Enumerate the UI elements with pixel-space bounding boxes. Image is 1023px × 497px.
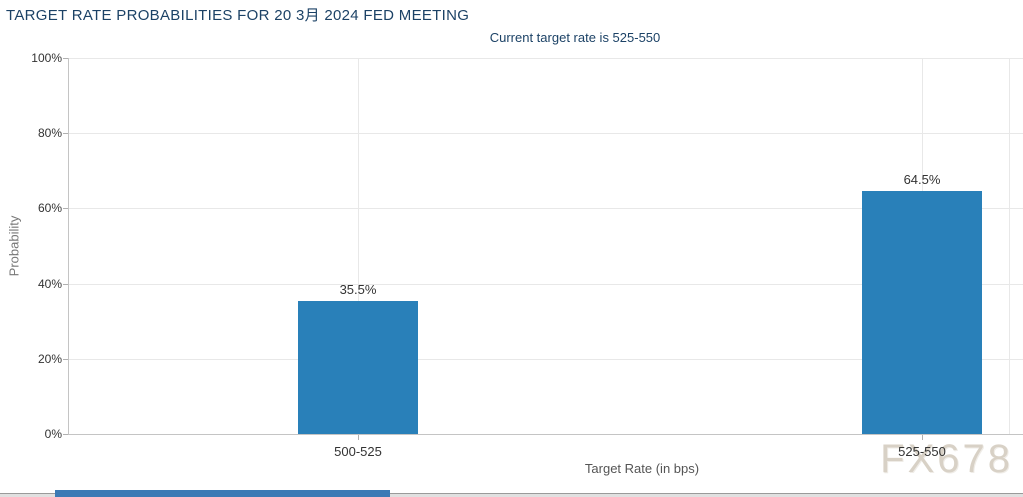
horizontal-scrollbar-track[interactable] bbox=[0, 493, 1023, 497]
y-tick-label: 80% bbox=[37, 126, 62, 141]
vertical-gridline bbox=[1009, 58, 1010, 434]
y-axis-line bbox=[68, 58, 69, 435]
horizontal-gridline bbox=[68, 208, 1023, 210]
chart-subtitle: Current target rate is 525-550 bbox=[489, 30, 661, 45]
y-tick-label: 100% bbox=[31, 51, 62, 65]
x-category-label: 525-550 bbox=[898, 444, 946, 459]
bar-value-label: 35.5% bbox=[339, 281, 377, 297]
x-axis-tick bbox=[358, 435, 359, 440]
chart-title: TARGET RATE PROBABILITIES FOR 20 3月 2024… bbox=[6, 7, 470, 24]
y-tick-label: 0% bbox=[44, 427, 62, 441]
x-category-label: 500-525 bbox=[334, 444, 382, 459]
horizontal-gridline bbox=[68, 358, 1023, 360]
y-axis-title: Probability bbox=[6, 215, 22, 277]
y-axis-tick bbox=[63, 358, 68, 360]
y-axis-tick bbox=[63, 133, 68, 135]
probability-bar[interactable] bbox=[298, 300, 418, 434]
horizontal-gridline bbox=[68, 283, 1023, 285]
horizontal-gridline bbox=[68, 58, 1023, 59]
y-tick-label: 40% bbox=[37, 276, 62, 291]
probability-bar[interactable] bbox=[862, 191, 982, 434]
x-axis-title: Target Rate (in bps) bbox=[584, 461, 700, 476]
horizontal-scrollbar-thumb[interactable] bbox=[55, 490, 390, 497]
horizontal-gridline bbox=[68, 133, 1023, 135]
fx678-watermark: FX678 bbox=[880, 437, 1013, 481]
y-axis-tick bbox=[63, 58, 68, 59]
x-axis-line bbox=[68, 434, 1023, 435]
y-tick-label: 60% bbox=[37, 201, 62, 216]
y-axis-tick bbox=[63, 434, 68, 435]
x-axis-tick bbox=[922, 435, 923, 440]
y-axis-tick bbox=[63, 208, 68, 210]
bar-value-label: 64.5% bbox=[903, 172, 941, 188]
y-tick-label: 20% bbox=[37, 351, 62, 366]
y-axis-tick bbox=[63, 283, 68, 285]
vertical-gridline bbox=[358, 58, 359, 434]
